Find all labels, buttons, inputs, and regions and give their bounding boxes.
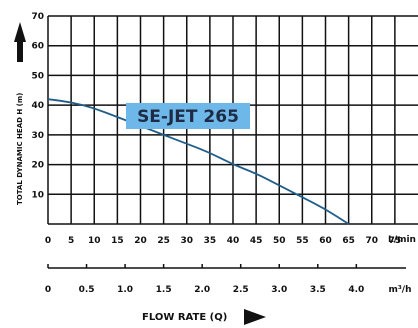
x-tick-label-lmin: 45 bbox=[250, 236, 263, 246]
x-tick-label-lmin: 10 bbox=[88, 236, 101, 246]
y-tick-label: 70 bbox=[31, 12, 44, 22]
series-curve: SE-JET 265 bbox=[47, 98, 350, 225]
y-tick-label: 40 bbox=[31, 101, 44, 111]
y-tick-label: 60 bbox=[31, 42, 44, 52]
x-axis-title: FLOW RATE (Q) bbox=[142, 312, 227, 323]
y-axis-title: TOTAL DYNAMIC HEAD H (m) bbox=[16, 93, 24, 205]
x-tick-label-lmin: 75 bbox=[389, 236, 402, 246]
y-tick-label: 20 bbox=[31, 161, 44, 171]
x-tick-label-m3h: 0 bbox=[45, 285, 51, 295]
x-axis-arrow-icon bbox=[244, 309, 266, 325]
x-tick-label-m3h: 1.5 bbox=[156, 285, 172, 295]
x-tick-label-lmin: 70 bbox=[365, 236, 378, 246]
x-tick-label-lmin: 65 bbox=[342, 236, 355, 246]
x-tick-label-lmin: 40 bbox=[227, 236, 240, 246]
y-axis-arrow-shaft-icon bbox=[17, 42, 23, 62]
x-unit-m3h: m³/h bbox=[388, 285, 411, 295]
y-tick-label: 50 bbox=[31, 71, 44, 81]
x-tick-label-lmin: 15 bbox=[111, 236, 124, 246]
x-tick-label-lmin: 25 bbox=[157, 236, 170, 246]
x-tick-label-m3h: 2.5 bbox=[233, 285, 249, 295]
x-tick-label-m3h: 1.0 bbox=[117, 285, 133, 295]
x-tick-label-lmin: 35 bbox=[204, 236, 217, 246]
x-tick-label-m3h: 3.5 bbox=[310, 285, 326, 295]
x-tick-label-m3h: 4.0 bbox=[348, 285, 364, 295]
x-tick-label-lmin: 50 bbox=[273, 236, 286, 246]
x-tick-label-lmin: 20 bbox=[134, 236, 147, 246]
x-tick-label-lmin: 55 bbox=[296, 236, 309, 246]
x-tick-label-lmin: 5 bbox=[68, 236, 74, 246]
x-unit-lmin: L/min bbox=[388, 235, 416, 245]
x-tick-labels-m3h: 0 0.5 1.0 1.5 2.0 2.5 3.0 3.5 4.0 m³/h bbox=[45, 264, 412, 295]
series-line bbox=[47, 98, 350, 225]
series-label: SE-JET 265 bbox=[137, 107, 239, 127]
x-tick-labels-lmin: 0 5 10 15 20 25 30 35 40 45 50 55 60 65 70 75L/min bbox=[45, 235, 416, 246]
y-axis-arrow-icon bbox=[14, 22, 26, 42]
y-tick-labels: 10 20 30 40 50 60 70 bbox=[31, 12, 44, 200]
x-tick-label-m3h: 2.0 bbox=[194, 285, 210, 295]
series-label-box bbox=[126, 103, 250, 129]
y-tick-label: 30 bbox=[31, 131, 44, 141]
x-tick-label-lmin: 30 bbox=[180, 236, 193, 246]
y-tick-label: 10 bbox=[31, 190, 44, 200]
x-tick-label-lmin: 0 bbox=[45, 236, 51, 246]
x-tick-label-m3h: 3.0 bbox=[271, 285, 287, 295]
x-tick-label-m3h: 0.5 bbox=[79, 285, 95, 295]
x-tick-label-lmin: 60 bbox=[319, 236, 332, 246]
